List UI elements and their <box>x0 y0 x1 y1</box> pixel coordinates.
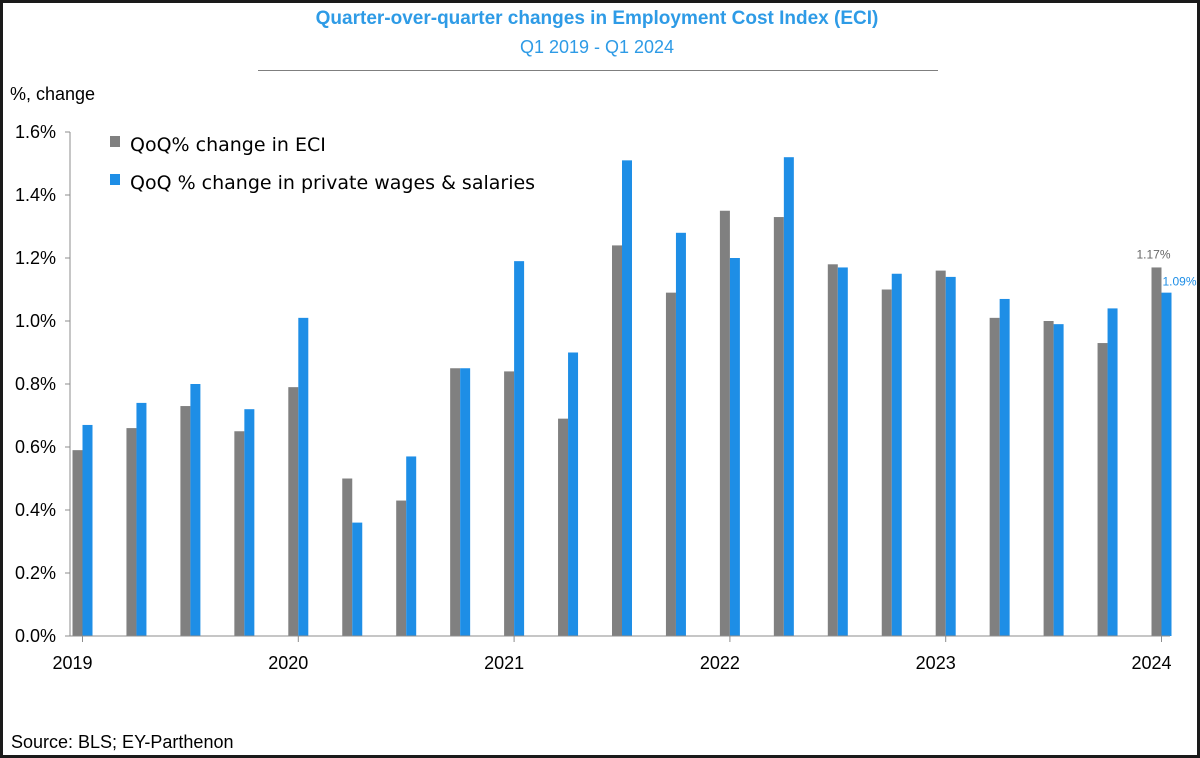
bars: Q1 2019: 0.59%Q1 2019: 0.67% Q2 2019: 0.6… <box>72 157 1172 637</box>
y-axis: 0.0% 0.2% 0.4% 0.6% 0.8% 1.0% 1.2% 1.4% 1.6% <box>15 122 71 646</box>
bar-eci-7: Q3 2020: 0.43% <box>396 500 407 636</box>
bar-wages-13: Q1 2022: 1.20% <box>729 258 740 636</box>
bar-eci-11: Q3 2021: 1.24% <box>612 245 622 636</box>
bar-eci-8: Q4 2020: 0.85% <box>450 368 461 636</box>
bar-wages-7: Q3 2020: 0.57% <box>406 456 417 636</box>
bar-eci-19: Q3 2023: 1.00% <box>1043 321 1054 636</box>
chart-title: Quarter-over-quarter changes in Employme… <box>315 8 879 29</box>
bar-eci-20: Q4 2023: 0.93% <box>1097 343 1108 636</box>
y-tick-label: 0.2% <box>15 563 56 583</box>
bar-eci-9: Q1 2021: 0.84% <box>504 371 515 636</box>
x-tick-label: 2024 <box>1131 653 1171 673</box>
bar-wages-2: Q2 2019: 0.74% <box>136 402 147 636</box>
bar-wages-16: Q4 2022: 1.15% <box>891 273 902 636</box>
bar-wages-12: Q4 2021: 1.28% <box>675 232 686 637</box>
y-tick-label: 0.0% <box>15 626 56 646</box>
y-axis-label: %, change <box>10 84 95 104</box>
y-tick-label: 0.6% <box>15 437 56 457</box>
bar-wages-10: Q2 2021: 0.90% <box>568 352 579 636</box>
bar-wages-9: Q1 2021: 1.19% <box>514 261 525 636</box>
y-tick-label: 1.2% <box>15 248 56 268</box>
bar-wages-8: Q4 2020: 0.85% <box>460 368 471 636</box>
bar-eci-1: Q1 2019: 0.59% <box>72 450 83 636</box>
bar-eci-18: Q2 2023: 1.01% <box>989 317 1000 636</box>
bar-eci-17: Q1 2023: 1.16% <box>935 270 946 636</box>
x-tick-label: 2022 <box>700 653 740 673</box>
bar-wages-11: Q3 2021: 1.51% <box>622 160 632 636</box>
bar-eci-3: Q3 2019: 0.73% <box>180 406 191 636</box>
x-axis: 2019 2020 2021 2022 2023 2024 <box>52 635 1172 673</box>
bar-eci-14: Q2 2022: 1.33% <box>773 217 784 637</box>
bar-eci-10: Q2 2021: 0.69% <box>558 418 569 636</box>
y-tick-label: 1.6% <box>15 122 56 142</box>
bar-wages-14: Q2 2022: 1.52% <box>783 157 794 636</box>
bar-eci-12: Q4 2021: 1.09% <box>665 292 676 636</box>
bar-eci-4: Q4 2019: 0.65% <box>234 431 245 636</box>
x-tick-label: 2019 <box>52 653 92 673</box>
data-label: 1.17% <box>1136 247 1170 261</box>
legend-swatch <box>110 136 120 147</box>
bar-wages-6: Q2 2020: 0.36% <box>352 522 363 636</box>
bar-eci-6: Q2 2020: 0.50% <box>342 478 353 636</box>
x-tick-label: 2020 <box>268 653 308 673</box>
chart-subtitle: Q1 2019 - Q1 2024 <box>519 37 675 57</box>
bar-wages-17: Q1 2023: 1.14% <box>945 276 956 636</box>
bar-eci-5: Q1 2020: 0.79% <box>288 387 299 636</box>
y-tick-label: 0.4% <box>15 500 56 520</box>
bar-wages-4: Q4 2019: 0.72% <box>244 409 255 636</box>
bar-wages-15: Q3 2022: 1.17% <box>837 267 848 636</box>
bar-wages-20: Q4 2023: 1.04% <box>1107 308 1118 636</box>
data-label: 1.09% <box>1163 275 1197 289</box>
source-note: Source: BLS; EY-Parthenon <box>11 732 234 752</box>
x-tick-label: 2023 <box>916 653 956 673</box>
x-tick-label: 2021 <box>484 653 524 673</box>
bar-wages-21: Q1 2024: 1.09% <box>1161 292 1172 636</box>
data-labels: 1.17% 1.09% <box>1136 247 1196 288</box>
title-divider <box>258 70 938 71</box>
y-tick-label: 0.8% <box>15 374 56 394</box>
bar-wages-19: Q3 2023: 0.99% <box>1053 324 1064 636</box>
bar-wages-3: Q3 2019: 0.80% <box>190 384 201 636</box>
legend: QoQ% change in ECI QoQ % change in privat… <box>110 134 535 194</box>
y-tick-label: 1.4% <box>15 185 56 205</box>
bar-eci-21: Q1 2024: 1.17% <box>1151 267 1162 636</box>
legend-label: QoQ % change in private wages & salaries <box>130 172 535 194</box>
bar-eci-13: Q1 2022: 1.35% <box>719 210 730 636</box>
bar-wages-18: Q2 2023: 1.07% <box>999 298 1010 636</box>
legend-label: QoQ% change in ECI <box>130 134 326 156</box>
bar-wages-5: Q1 2020: 1.01% <box>298 317 309 636</box>
y-tick-label: 1.0% <box>15 311 56 331</box>
bar-eci-15: Q3 2022: 1.18% <box>827 264 838 636</box>
bar-eci-2: Q2 2019: 0.66% <box>126 428 137 636</box>
bar-wages-1: Q1 2019: 0.67% <box>82 424 93 636</box>
legend-swatch <box>110 174 120 185</box>
bar-eci-16: Q4 2022: 1.10% <box>881 289 892 636</box>
